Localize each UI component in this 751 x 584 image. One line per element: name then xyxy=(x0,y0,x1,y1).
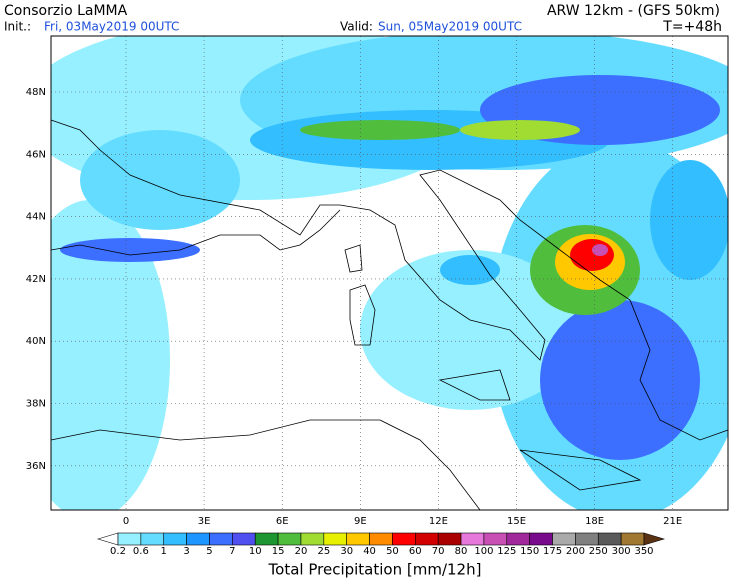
model: ARW 12km - (GFS 50km) xyxy=(547,3,720,19)
colorbar-label: 350 xyxy=(634,546,653,557)
colorbar-swatch xyxy=(277,532,302,546)
colorbar-swatch xyxy=(186,532,210,546)
colorbar-label: 70 xyxy=(432,546,445,557)
colorbar-swatch xyxy=(529,532,553,546)
lon-label: 15E xyxy=(507,516,526,527)
colorbar-swatch xyxy=(300,532,325,546)
colorbar-label: 10 xyxy=(249,546,262,557)
precip-area xyxy=(60,238,200,262)
colorbar-label: 1 xyxy=(161,546,167,557)
colorbar-swatch xyxy=(575,532,599,546)
colorbar-label: 15 xyxy=(272,546,285,557)
colorbar-label: 25 xyxy=(317,546,330,557)
coastlines xyxy=(50,119,729,511)
colorbar-label: 175 xyxy=(543,546,562,557)
colorbar-label: 150 xyxy=(520,546,539,557)
lon-label: 9E xyxy=(354,516,367,527)
lon-label: 0 xyxy=(123,516,129,527)
colorbar-swatch xyxy=(369,532,393,546)
colorbar-label: 0.2 xyxy=(110,546,126,557)
lon-label: 3E xyxy=(198,516,211,527)
precip-area xyxy=(460,120,580,140)
init-value: Fri, 03May2019 00UTC xyxy=(44,20,179,34)
precip-area xyxy=(540,300,700,460)
graticule xyxy=(51,36,728,510)
colorbar-label: 5 xyxy=(206,546,212,557)
precip-area xyxy=(360,250,580,410)
colorbar-label: 40 xyxy=(363,546,376,557)
colorbar-label: 200 xyxy=(566,546,585,557)
lat-label: 36N xyxy=(26,461,46,472)
lon-label: 18E xyxy=(585,516,604,527)
colorbar-swatch xyxy=(323,532,347,546)
colorbar-label: 7 xyxy=(229,546,235,557)
colorbar-swatch xyxy=(483,532,508,546)
colorbar-label: 100 xyxy=(474,546,493,557)
lon-label: 6E xyxy=(276,516,289,527)
lat-label: 42N xyxy=(26,274,46,285)
colorbar-swatch xyxy=(346,532,370,546)
lon-label: 21E xyxy=(663,516,682,527)
precip-area xyxy=(80,130,240,230)
lat-label: 48N xyxy=(26,87,46,98)
colorbar-label: 80 xyxy=(455,546,468,557)
colorbar-end xyxy=(643,532,666,546)
lat-label: 46N xyxy=(26,149,46,160)
colorbar-swatch xyxy=(254,532,279,546)
precip-area xyxy=(592,244,608,256)
valid-value: Sun, 05May2019 00UTC xyxy=(378,20,522,34)
colorbar-swatch xyxy=(415,532,439,546)
colorbar: 0.2 0.6 1 3 5 7 10 15 20 25 30 40 50 60 70 80 100 125 150 1… xyxy=(96,532,666,557)
colorbar-swatch xyxy=(209,532,233,546)
precip-area xyxy=(650,160,728,280)
colorbar-title: Total Precipitation [mm/12h] xyxy=(268,561,482,579)
colorbar-label: 250 xyxy=(589,546,608,557)
precip-area xyxy=(300,120,460,140)
colorbar-label: 125 xyxy=(497,546,516,557)
lat-label: 40N xyxy=(26,336,46,347)
colorbar-swatch xyxy=(552,532,576,546)
colorbar-swatch xyxy=(140,532,165,546)
precip-area xyxy=(570,239,614,271)
colorbar-label: 60 xyxy=(409,546,422,557)
colorbar-swatch xyxy=(597,532,622,546)
colorbar-swatch xyxy=(620,532,645,546)
colorbar-swatch xyxy=(163,532,187,546)
colorbar-swatch xyxy=(460,532,485,546)
colorbar-label: 0.6 xyxy=(133,546,149,557)
precip-field xyxy=(51,36,728,510)
lat-label: 38N xyxy=(26,399,46,410)
lon-label: 12E xyxy=(429,516,448,527)
lead-time: T=+48h xyxy=(662,19,722,35)
colorbar-label: 3 xyxy=(183,546,189,557)
colorbar-label: 300 xyxy=(612,546,631,557)
init-label: Init.: xyxy=(4,20,31,34)
title: Consorzio LaMMA xyxy=(4,3,128,19)
colorbar-swatch xyxy=(232,532,256,546)
lat-label: 44N xyxy=(26,212,46,223)
precip-area xyxy=(51,200,170,510)
colorbar-label: 50 xyxy=(386,546,399,557)
colorbar-label: 30 xyxy=(340,546,353,557)
map-frame xyxy=(50,35,729,511)
valid-label: Valid: xyxy=(340,20,373,34)
colorbar-swatch xyxy=(506,532,530,546)
colorbar-swatch xyxy=(117,532,142,546)
precip-area xyxy=(440,255,500,285)
colorbar-swatch xyxy=(437,532,462,546)
colorbar-label: 20 xyxy=(295,546,308,557)
colorbar-swatch xyxy=(392,532,416,546)
colorbar-end xyxy=(96,532,119,546)
